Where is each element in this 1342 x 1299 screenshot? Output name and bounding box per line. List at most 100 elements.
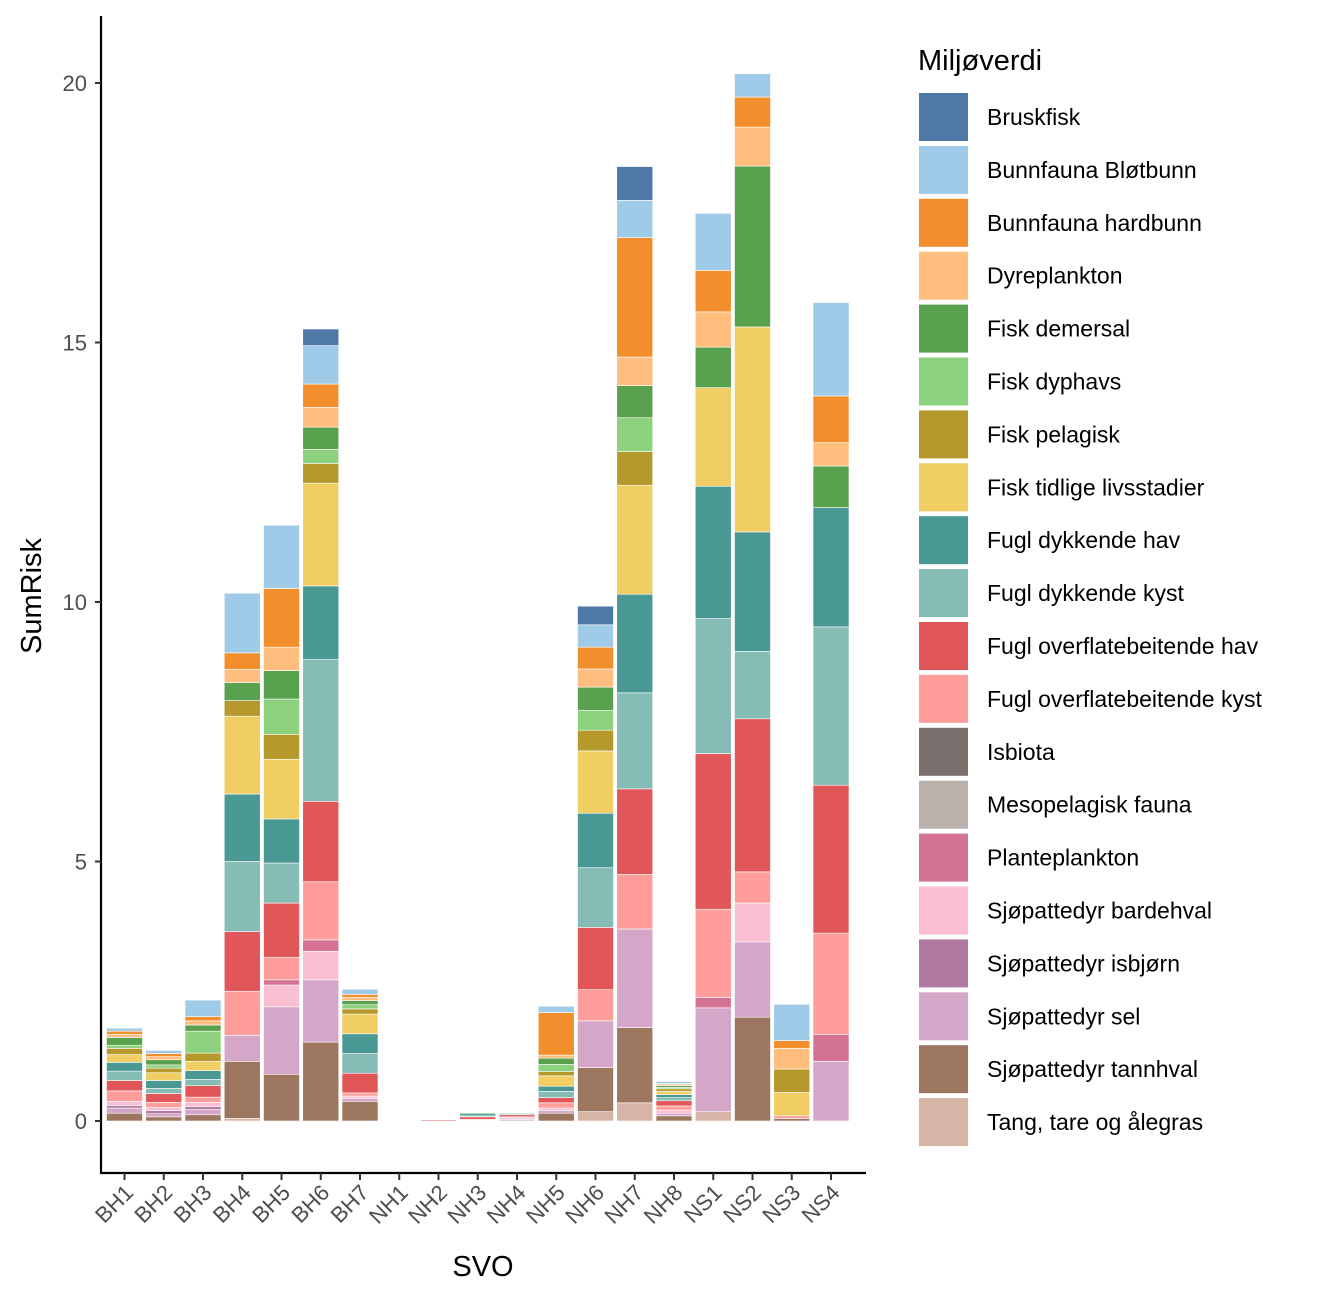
bar-segment-BH1-15 — [106, 1037, 143, 1046]
bar-segment-BH6-8 — [302, 881, 340, 941]
bar-segment-NH5-12 — [537, 1075, 575, 1087]
bar-segment-BH7-15 — [341, 1000, 379, 1006]
y-ticks: 0 5 10 15 20 — [63, 71, 101, 1134]
bar-segment-NH7-15 — [616, 385, 654, 419]
bar-segment-NH6-1 — [577, 1067, 614, 1112]
bars-layer — [106, 73, 850, 1122]
legend-label-12: Isbiota — [987, 739, 1055, 765]
y-tick-label-0: 0 — [75, 1109, 87, 1134]
bar-segment-BH5-5 — [263, 979, 300, 986]
x-tick-label-NH5: NH5 — [521, 1180, 570, 1229]
y-tick-label-20: 20 — [63, 71, 87, 96]
bar-segment-BH2-17 — [145, 1053, 183, 1057]
bar-segment-BH5-11 — [263, 818, 300, 864]
bar-segment-NH6-9 — [577, 927, 614, 990]
bar-segment-NS3-12 — [773, 1092, 811, 1117]
legend-label-6: Fisk pelagisk — [987, 421, 1120, 447]
bar-segment-NS2-12 — [734, 326, 771, 533]
bar-segment-BH3-13 — [184, 1052, 222, 1062]
bar-segment-BH5-17 — [263, 588, 300, 648]
bar-segment-BH5-8 — [263, 957, 300, 981]
bar-segment-BH4-9 — [223, 931, 261, 992]
bar-segment-NS4-9 — [812, 784, 850, 934]
bar-segment-NH6-0 — [577, 1111, 614, 1122]
bar-segment-BH6-19 — [302, 328, 340, 346]
bar-segment-NH6-11 — [577, 812, 614, 869]
legend-label-1: Bunnfauna Bløtbunn — [987, 157, 1197, 183]
bar-segment-BH4-1 — [223, 1061, 261, 1119]
x-tick-label-NH4: NH4 — [482, 1180, 531, 1229]
legend-label-18: Sjøpattedyr tannhval — [987, 1056, 1198, 1082]
bar-segment-NS1-0 — [694, 1111, 732, 1122]
x-tick-label-NH1: NH1 — [364, 1180, 413, 1229]
legend-label-3: Dyreplankton — [987, 263, 1123, 289]
bar-segment-BH7-9 — [341, 1072, 379, 1094]
bar-segment-NH6-13 — [577, 729, 614, 752]
bar-segment-NS2-1 — [734, 1016, 771, 1122]
bar-segment-BH3-4 — [184, 1102, 222, 1107]
legend-title: Miljøverdi — [918, 45, 1042, 77]
bar-segment-NH7-18 — [616, 199, 654, 238]
x-tick-label-BH7: BH7 — [326, 1180, 374, 1228]
legend-label-11: Fugl overflatebeitende kyst — [987, 686, 1262, 712]
bar-segment-BH3-8 — [184, 1096, 222, 1103]
bar-segment-NS1-9 — [694, 753, 732, 910]
legend-label-14: Planteplankton — [987, 845, 1139, 871]
bar-segment-BH6-4 — [302, 950, 340, 981]
bar-segment-BH6-5 — [302, 939, 340, 952]
legend: Bruskfisk Bunnfauna Bløtbunn Bunnfauna har… — [919, 93, 1262, 1147]
legend-swatch-16 — [919, 939, 968, 988]
bar-segment-NS2-11 — [734, 531, 771, 652]
legend-swatch-3 — [919, 251, 968, 300]
legend-swatch-17 — [919, 992, 968, 1041]
bar-segment-BH1-9 — [106, 1080, 143, 1092]
bar-segment-NH5-10 — [537, 1091, 575, 1098]
bar-segment-BH6-9 — [302, 800, 340, 883]
legend-swatch-8 — [919, 516, 968, 565]
bar-segment-BH7-4 — [341, 1095, 379, 1099]
legend-swatch-7 — [919, 463, 968, 512]
x-tick-label-NH8: NH8 — [639, 1180, 688, 1229]
bar-segment-BH3-18 — [184, 999, 222, 1017]
bar-segment-BH4-10 — [223, 861, 261, 932]
x-tick-label-NS3: NS3 — [757, 1180, 805, 1228]
bar-segment-BH3-12 — [184, 1061, 222, 1071]
bar-segment-NS2-2 — [734, 941, 771, 1018]
bar-segment-BH3-1 — [184, 1114, 222, 1122]
bar-segment-NH7-19 — [616, 166, 654, 201]
bar-segment-BH4-18 — [223, 592, 261, 654]
bar-segment-BH6-10 — [302, 659, 340, 802]
bar-segment-NH6-19 — [577, 605, 614, 626]
bar-segment-NS4-18 — [812, 302, 850, 397]
x-tick-label-BH6: BH6 — [286, 1180, 334, 1228]
bar-segment-BH7-1 — [341, 1100, 379, 1122]
bar-segment-BH7-10 — [341, 1053, 379, 1074]
bar-segment-NS4-10 — [812, 626, 850, 786]
bar-segment-BH5-4 — [263, 984, 300, 1008]
bar-segment-BH2-9 — [145, 1093, 183, 1103]
bar-segment-BH5-2 — [263, 1006, 300, 1075]
bar-segment-NS3-16 — [773, 1048, 811, 1070]
bar-segment-NH5-16 — [537, 1054, 575, 1059]
bar-segment-BH5-9 — [263, 902, 300, 958]
bar-segment-NS2-4 — [734, 902, 771, 943]
bar-segment-BH1-8 — [106, 1090, 143, 1102]
bar-segment-BH7-2 — [341, 1098, 379, 1102]
x-tick-label-NH3: NH3 — [442, 1180, 491, 1229]
bar-segment-NS4-2 — [812, 1061, 850, 1122]
bar-segment-NS2-10 — [734, 650, 771, 720]
bar-segment-NH7-13 — [616, 451, 654, 486]
x-tick-label-NS2: NS2 — [718, 1180, 766, 1228]
bar-segment-BH1-1 — [106, 1112, 143, 1122]
bar-segment-BH7-16 — [341, 997, 379, 1001]
bar-segment-NH7-9 — [616, 788, 654, 875]
legend-swatch-0 — [919, 93, 968, 141]
legend-swatch-15 — [919, 886, 968, 935]
bar-segment-BH2-11 — [145, 1080, 183, 1089]
legend-label-13: Mesopelagisk fauna — [987, 792, 1192, 818]
legend-swatch-10 — [919, 622, 968, 670]
bar-segment-NH7-0 — [616, 1102, 654, 1122]
bar-segment-BH5-10 — [263, 862, 300, 904]
bar-segment-NS1-8 — [694, 908, 732, 998]
